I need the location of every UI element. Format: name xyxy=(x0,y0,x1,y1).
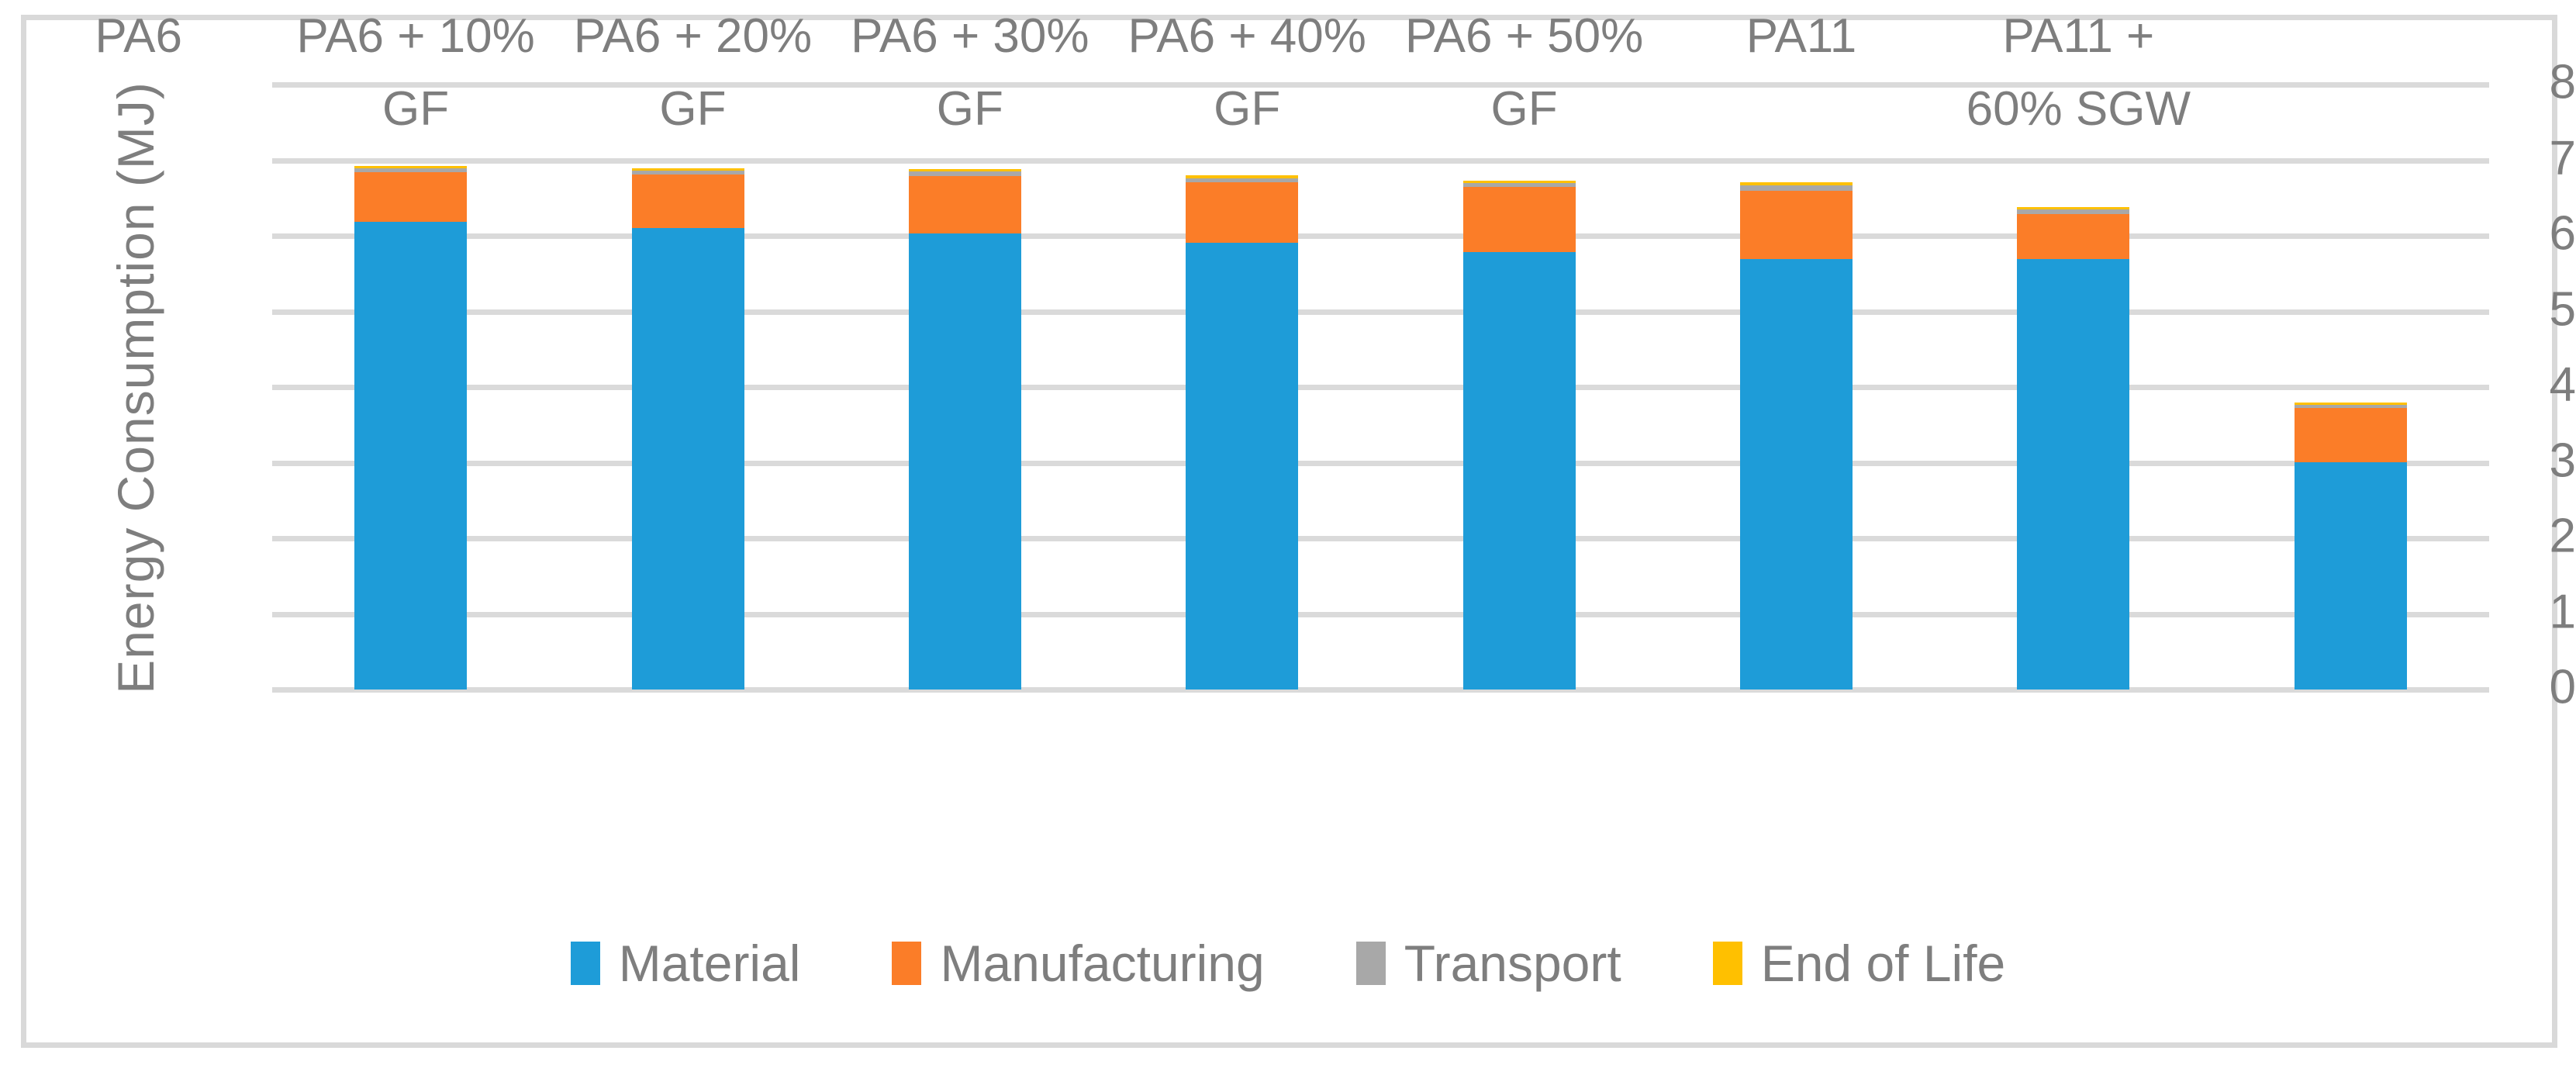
y-tick-label-5: 5 xyxy=(2549,282,2576,337)
category-label-pa6-40-gf: PA6 + 40% GF xyxy=(1127,9,1366,136)
segment-manufacturing[interactable] xyxy=(2294,408,2407,462)
legend-item-transport[interactable]: Transport xyxy=(1355,934,1621,993)
y-tick-label-6: 6 xyxy=(2549,206,2576,261)
legend-swatch-icon xyxy=(1355,942,1386,985)
gridline-y1 xyxy=(272,611,2489,617)
segment-end-of-life[interactable] xyxy=(1740,181,1853,185)
category-label-pa6-30-gf: PA6 + 30% GF xyxy=(851,9,1089,136)
legend-item-manufacturing[interactable]: Manufacturing xyxy=(892,934,1265,993)
category-label-pa11-60-sgw: PA11 + 60% SGW xyxy=(1966,9,2191,136)
category-label-pa6: PA6 xyxy=(95,9,182,63)
bar-pa6-20-gf[interactable] xyxy=(908,169,1021,690)
legend-label: Transport xyxy=(1404,935,1621,992)
legend-label: Manufacturing xyxy=(940,935,1265,992)
y-tick-label-3: 3 xyxy=(2549,434,2576,488)
segment-material[interactable] xyxy=(908,233,1021,690)
bar-pa6[interactable] xyxy=(354,166,468,690)
bar-pa11-60-sgw[interactable] xyxy=(2294,402,2407,690)
bar-pa6-30-gf[interactable] xyxy=(1186,175,1299,690)
category-label-pa6-10-gf: PA6 + 10% GF xyxy=(296,9,535,136)
segment-material[interactable] xyxy=(2294,461,2407,690)
y-axis-title: Energy Consumption (MJ) xyxy=(107,81,164,694)
y-tick-label-8: 8 xyxy=(2549,55,2576,109)
segment-manufacturing[interactable] xyxy=(1186,181,1299,243)
category-label-pa11: PA11 xyxy=(1746,9,1857,63)
bar-pa6-10-gf[interactable] xyxy=(631,168,744,690)
bar-pa6-50-gf[interactable] xyxy=(1740,181,1853,690)
bar-pa6-40-gf[interactable] xyxy=(1462,180,1576,690)
segment-end-of-life[interactable] xyxy=(631,168,744,171)
category-label-pa6-20-gf: PA6 + 20% GF xyxy=(573,9,813,136)
segment-end-of-life[interactable] xyxy=(2294,402,2407,406)
segment-manufacturing[interactable] xyxy=(1462,186,1576,253)
gridline-y4 xyxy=(272,385,2489,390)
plot-area xyxy=(272,82,2489,693)
legend-swatch-icon xyxy=(892,942,922,985)
segment-manufacturing[interactable] xyxy=(354,172,468,223)
gridline-y5 xyxy=(272,309,2489,315)
segment-material[interactable] xyxy=(2017,259,2130,690)
segment-transport[interactable] xyxy=(2017,209,2130,214)
gridline-y7 xyxy=(272,157,2489,164)
category-label-pa6-50-gf: PA6 + 50% GF xyxy=(1404,9,1644,136)
segment-manufacturing[interactable] xyxy=(908,175,1021,234)
segment-transport[interactable] xyxy=(2294,405,2407,409)
legend-label: Material xyxy=(618,935,801,992)
legend-item-end-of-life[interactable]: End of Life xyxy=(1712,934,2006,993)
segment-material[interactable] xyxy=(354,222,468,690)
y-tick-label-1: 1 xyxy=(2549,585,2576,639)
gridline-y0 xyxy=(272,687,2489,693)
segment-transport[interactable] xyxy=(1462,182,1576,187)
segment-transport[interactable] xyxy=(354,168,468,173)
gridline-y8 xyxy=(272,82,2489,88)
segment-transport[interactable] xyxy=(631,171,744,175)
segment-transport[interactable] xyxy=(1740,185,1853,191)
segment-material[interactable] xyxy=(1186,242,1299,690)
gridline-y6 xyxy=(272,233,2489,239)
y-tick-label-0: 0 xyxy=(2549,660,2576,714)
legend-item-material[interactable]: Material xyxy=(570,934,801,993)
segment-material[interactable] xyxy=(1462,252,1576,690)
segment-end-of-life[interactable] xyxy=(354,166,468,169)
segment-material[interactable] xyxy=(631,228,744,690)
bars-layer xyxy=(272,85,2489,690)
segment-transport[interactable] xyxy=(908,171,1021,176)
legend: Material Manufacturing Transport End of Lif… xyxy=(0,934,2576,993)
y-tick-label-2: 2 xyxy=(2549,509,2576,563)
gridline-y3 xyxy=(272,460,2489,466)
gridline-y2 xyxy=(272,536,2489,541)
segment-end-of-life[interactable] xyxy=(908,169,1021,172)
segment-transport[interactable] xyxy=(1186,178,1299,182)
segment-material[interactable] xyxy=(1740,259,1853,690)
segment-manufacturing[interactable] xyxy=(631,175,744,229)
bar-pa11[interactable] xyxy=(2017,206,2130,690)
legend-swatch-icon xyxy=(1712,942,1742,985)
segment-manufacturing[interactable] xyxy=(2017,213,2130,260)
segment-end-of-life[interactable] xyxy=(2017,206,2130,209)
segment-end-of-life[interactable] xyxy=(1186,175,1299,178)
legend-label: End of Life xyxy=(1760,935,2006,992)
legend-swatch-icon xyxy=(570,942,600,985)
segment-manufacturing[interactable] xyxy=(1740,190,1853,260)
segment-end-of-life[interactable] xyxy=(1462,180,1576,183)
y-tick-label-4: 4 xyxy=(2549,358,2576,412)
y-tick-label-7: 7 xyxy=(2549,131,2576,185)
